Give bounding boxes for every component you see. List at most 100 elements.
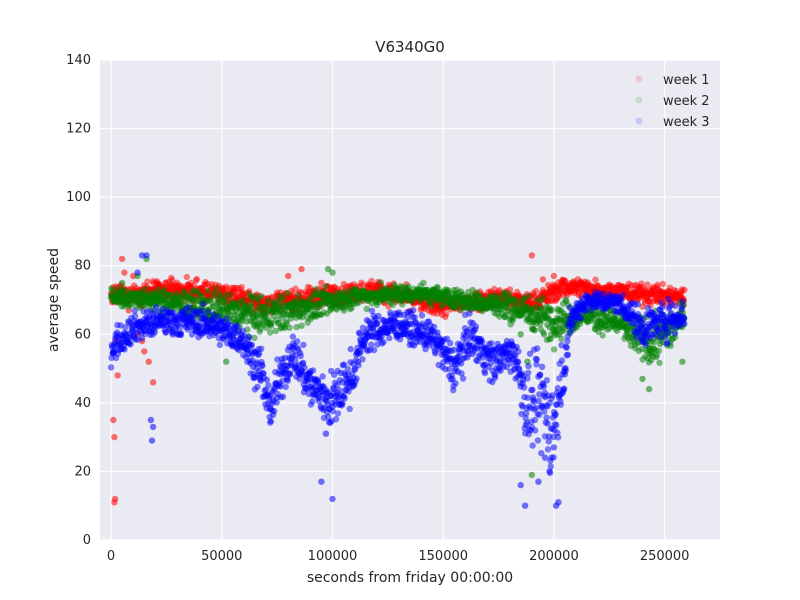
data-point [659, 280, 667, 288]
data-point [664, 339, 671, 346]
data-point [147, 296, 155, 304]
data-point [563, 344, 570, 351]
x-tick-label: 150000 [418, 549, 468, 564]
data-point [599, 332, 606, 339]
data-point [428, 302, 435, 309]
data-point [298, 265, 305, 273]
data-point [118, 255, 126, 263]
data-point [107, 364, 115, 371]
data-point [459, 375, 467, 382]
data-point [592, 276, 599, 283]
data-point [410, 307, 417, 314]
legend-label: week 1 [663, 73, 710, 88]
data-point [442, 311, 450, 318]
data-point [267, 329, 274, 336]
y-tick-label: 120 [66, 122, 91, 137]
data-point [679, 358, 686, 365]
data-point [357, 349, 364, 356]
data-point [374, 320, 381, 328]
legend-marker [635, 75, 643, 83]
data-point [353, 375, 360, 382]
data-point [399, 301, 406, 308]
data-point [314, 377, 322, 385]
data-point [531, 327, 538, 334]
data-point [284, 377, 291, 384]
data-point [334, 410, 342, 417]
data-point [561, 385, 568, 392]
data-point [529, 386, 536, 393]
data-point [245, 333, 253, 341]
data-point [134, 269, 141, 276]
data-point [284, 290, 291, 297]
data-point [619, 291, 626, 299]
data-point [541, 454, 549, 461]
data-point [148, 437, 156, 444]
data-point [645, 385, 653, 393]
data-point [656, 359, 663, 366]
data-point [319, 373, 326, 380]
data-point [322, 430, 330, 437]
data-point [536, 371, 544, 378]
data-point [293, 338, 301, 345]
x-tick-label: 50000 [201, 549, 242, 564]
data-point [149, 379, 157, 386]
data-point [532, 287, 540, 295]
data-point [329, 269, 336, 276]
data-point [514, 358, 522, 365]
legend-marker [635, 96, 643, 104]
y-axis-label: average speed [46, 248, 62, 352]
data-point [418, 312, 426, 319]
y-tick-label: 100 [66, 190, 91, 205]
data-point [534, 345, 541, 352]
data-point [248, 341, 256, 349]
data-point [550, 346, 558, 353]
data-point [309, 367, 317, 374]
data-point [544, 446, 552, 453]
data-point [329, 495, 336, 503]
x-tick-label: 250000 [640, 549, 690, 564]
data-point [258, 345, 265, 352]
y-tick-label: 20 [74, 464, 91, 479]
data-point [121, 269, 128, 276]
data-point [534, 437, 542, 444]
data-points [107, 252, 688, 509]
data-point [309, 398, 316, 405]
data-point [149, 423, 157, 431]
data-point [147, 416, 155, 424]
data-point [183, 273, 190, 281]
data-point [141, 348, 148, 355]
data-point [254, 383, 261, 391]
data-point [263, 376, 270, 383]
data-point [539, 276, 547, 283]
y-tick-label: 0 [83, 533, 91, 548]
data-point [532, 427, 539, 434]
data-point [131, 313, 139, 320]
y-tick-label: 40 [74, 396, 91, 411]
x-tick-label: 200000 [529, 549, 579, 564]
data-point [226, 291, 234, 299]
data-point [368, 277, 375, 285]
data-point [213, 285, 220, 292]
data-point [553, 421, 560, 429]
data-point [528, 252, 535, 259]
data-point [346, 405, 353, 413]
data-point [114, 372, 121, 379]
data-point [297, 352, 304, 360]
data-point [558, 335, 565, 342]
data-point [488, 340, 495, 347]
data-point [659, 304, 666, 311]
data-point [127, 341, 134, 348]
data-point [492, 372, 499, 379]
data-point [540, 331, 548, 338]
data-point [144, 278, 151, 285]
data-point [564, 351, 572, 358]
data-point [420, 279, 427, 286]
data-point [558, 357, 566, 364]
data-point [286, 324, 293, 331]
data-point [520, 384, 528, 391]
data-point [525, 292, 532, 300]
data-point [110, 416, 117, 424]
x-axis-label: seconds from friday 00:00:00 [307, 570, 513, 586]
